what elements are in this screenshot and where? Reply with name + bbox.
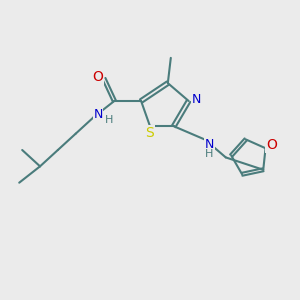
Text: H: H [205, 149, 214, 160]
Text: N: N [192, 93, 201, 106]
Text: S: S [146, 126, 154, 140]
Text: O: O [92, 70, 103, 84]
Text: O: O [266, 138, 277, 152]
Text: N: N [93, 108, 103, 121]
Text: N: N [205, 138, 214, 151]
Text: H: H [105, 115, 113, 125]
